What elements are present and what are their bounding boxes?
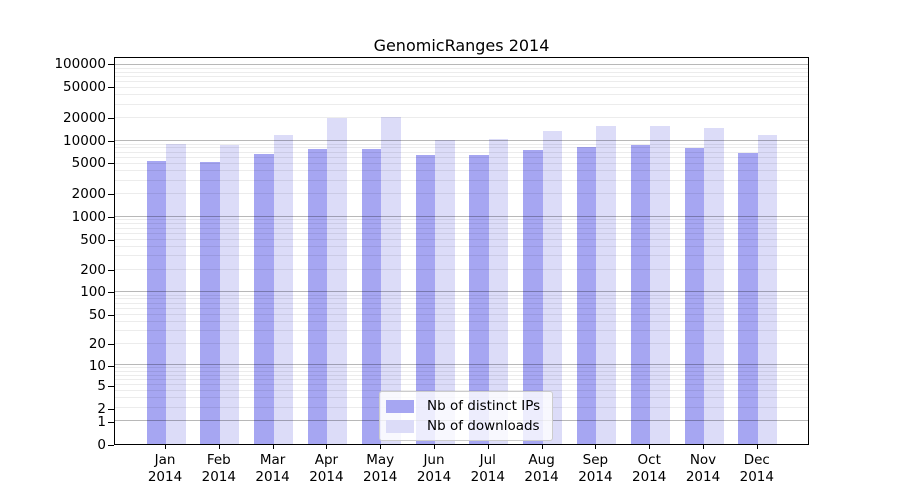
x-tick-mar	[272, 445, 274, 449]
y-tick-10000	[108, 140, 114, 142]
y-tick-100000	[108, 64, 114, 66]
y-tick-50	[108, 315, 114, 316]
x-tick-oct	[649, 445, 651, 449]
x-tick-label-oct: Oct 2014	[632, 452, 667, 485]
x-tick-label-apr: Apr 2014	[309, 452, 344, 485]
y-tick-label-200: 200	[80, 261, 106, 278]
x-tick-dec	[756, 445, 758, 449]
y-tick-0	[108, 445, 114, 446]
y-tick-2	[108, 408, 114, 410]
y-tick-10	[108, 365, 114, 367]
bar-distinct-ips-may	[361, 149, 382, 444]
y-tick-label-20000: 20000	[63, 109, 106, 126]
y-tick-label-50: 50	[88, 307, 106, 323]
y-tick-100	[108, 292, 114, 294]
bar-distinct-ips-apr	[307, 149, 328, 444]
y-tick-2000	[108, 193, 114, 195]
bar-distinct-ips-nov	[684, 147, 704, 444]
y-tick-500	[108, 239, 114, 241]
y-tick-label-10: 10	[88, 357, 106, 374]
bar-downloads-jul	[488, 138, 509, 444]
x-tick-label-jun: Jun 2014	[416, 452, 452, 485]
y-tick-20000	[108, 117, 114, 119]
x-tick-label-jan: Jan 2014	[147, 452, 183, 485]
bar-downloads-oct	[650, 126, 670, 444]
bar-downloads-sep	[596, 126, 616, 444]
bar-downloads-apr	[327, 118, 347, 444]
y-tick-label-10000: 10000	[63, 132, 106, 149]
bar-downloads-nov	[704, 127, 724, 444]
x-tick-apr	[326, 445, 328, 449]
y-tick-label-5000: 5000	[71, 155, 106, 172]
y-tick-label-50000: 50000	[63, 79, 106, 96]
legend-item-distinct-ips: Nb of distinct IPs	[386, 398, 540, 414]
bar-downloads-may	[381, 116, 401, 444]
y-tick-1	[108, 422, 114, 424]
y-tick-5	[108, 385, 114, 387]
y-tick-label-0: 0	[97, 437, 106, 453]
y-tick-label-5: 5	[97, 377, 106, 394]
x-tick-jul	[487, 445, 489, 449]
x-tick-label-mar: Mar 2014	[255, 452, 290, 485]
x-tick-jun	[434, 445, 435, 449]
bar-downloads-dec	[757, 134, 778, 444]
y-tick-200	[108, 269, 114, 271]
bars-layer	[115, 58, 808, 444]
legend-label-distinct-ips: Nb of distinct IPs	[427, 398, 541, 414]
x-tick-may	[380, 445, 382, 449]
x-tick-label-aug: Aug 2014	[524, 452, 559, 485]
chart-title: GenomicRanges 2014	[373, 36, 550, 55]
y-tick-label-20: 20	[88, 336, 106, 353]
x-tick-sep	[595, 445, 597, 449]
x-tick-aug	[541, 445, 543, 449]
bar-distinct-ips-sep	[576, 147, 597, 444]
y-tick-label-100000: 100000	[54, 56, 106, 73]
bar-distinct-ips-feb	[200, 161, 220, 444]
x-tick-label-jul: Jul 2014	[470, 452, 505, 485]
bar-distinct-ips-jan	[146, 161, 166, 444]
bar-downloads-jan	[166, 143, 186, 444]
legend-item-downloads: Nb of downloads	[386, 418, 540, 434]
x-tick-nov	[703, 445, 704, 449]
y-tick-label-1000: 1000	[71, 208, 106, 225]
bar-downloads-aug	[542, 131, 563, 444]
legend: Nb of distinct IPs Nb of downloads	[379, 391, 554, 441]
bar-distinct-ips-jun	[415, 154, 435, 444]
legend-swatch-downloads	[386, 419, 414, 433]
y-tick-label-2000: 2000	[71, 185, 106, 202]
y-tick-label-1: 1	[97, 414, 106, 431]
y-tick-20	[108, 344, 114, 346]
y-tick-50000	[108, 87, 114, 89]
x-tick-label-nov: Nov 2014	[685, 452, 721, 485]
bar-distinct-ips-mar	[254, 153, 274, 444]
legend-swatch-distinct-ips	[386, 399, 414, 413]
legend-label-downloads: Nb of downloads	[427, 418, 540, 434]
bar-distinct-ips-oct	[630, 144, 651, 444]
bar-distinct-ips-aug	[523, 150, 543, 444]
y-tick-label-100: 100	[80, 284, 106, 301]
bar-downloads-mar	[273, 134, 294, 444]
y-tick-label-500: 500	[80, 231, 106, 248]
bar-distinct-ips-jul	[469, 155, 489, 444]
x-tick-label-sep: Sep 2014	[578, 452, 613, 485]
bar-downloads-feb	[219, 145, 240, 444]
x-tick-feb	[218, 445, 220, 449]
bar-downloads-jun	[435, 139, 455, 444]
x-tick-label-may: May 2014	[363, 452, 398, 485]
x-tick-label-dec: Dec 2014	[739, 452, 774, 485]
bar-distinct-ips-dec	[738, 152, 758, 444]
x-tick-jan	[165, 445, 166, 449]
plot-area: Nb of distinct IPs Nb of downloads	[114, 57, 809, 445]
y-tick-5000	[108, 163, 114, 165]
y-tick-label-2: 2	[97, 400, 106, 417]
y-tick-1000	[108, 216, 114, 218]
x-tick-label-feb: Feb 2014	[201, 452, 236, 485]
